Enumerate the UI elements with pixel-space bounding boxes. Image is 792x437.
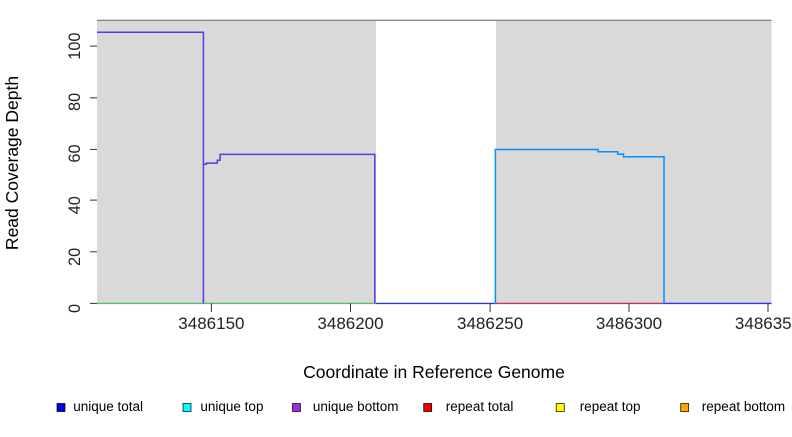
svg-text:repeat top: repeat top (580, 399, 641, 414)
svg-text:unique total: unique total (73, 399, 143, 414)
svg-text:100: 100 (66, 33, 84, 60)
svg-text:Read Coverage Depth: Read Coverage Depth (2, 76, 22, 250)
svg-text:repeat total: repeat total (446, 399, 514, 414)
svg-text:60: 60 (66, 144, 84, 162)
svg-text:Coordinate in Reference Genome: Coordinate in Reference Genome (303, 362, 565, 382)
svg-text:80: 80 (66, 93, 84, 111)
svg-text:unique top: unique top (200, 399, 263, 414)
svg-text:20: 20 (66, 248, 84, 266)
svg-text:unique bottom: unique bottom (313, 399, 399, 414)
svg-text:3486150: 3486150 (178, 314, 244, 333)
svg-text:3486350: 3486350 (735, 314, 792, 333)
svg-text:40: 40 (66, 196, 84, 214)
svg-text:0: 0 (66, 304, 84, 313)
svg-text:3486200: 3486200 (317, 314, 383, 333)
svg-text:3486250: 3486250 (457, 314, 523, 333)
svg-text:3486300: 3486300 (596, 314, 662, 333)
svg-text:repeat bottom: repeat bottom (702, 399, 785, 414)
